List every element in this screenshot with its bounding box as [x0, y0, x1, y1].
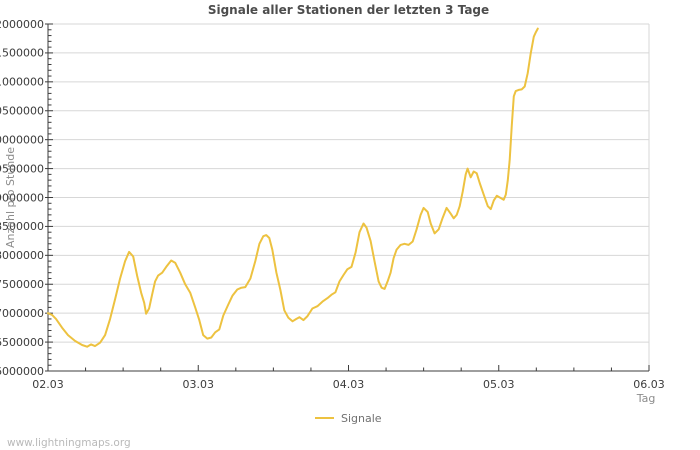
y-tick-label: 6000000 [0, 365, 44, 378]
y-tick-label: 10500000 [0, 105, 44, 118]
x-tick-label: 02.03 [32, 378, 64, 391]
y-tick-label: 12000000 [0, 18, 44, 31]
legend: Signale [315, 412, 382, 425]
y-tick-label: 11000000 [0, 76, 44, 89]
y-tick-label: 9500000 [0, 162, 44, 175]
y-tick-label: 8000000 [0, 249, 44, 262]
y-tick-label: 9000000 [0, 191, 44, 204]
chart-title: Signale aller Stationen der letzten 3 Ta… [208, 3, 489, 17]
series-line-signale [47, 27, 539, 348]
y-tick-label: 6500000 [0, 336, 44, 349]
x-axis-title: Tag [636, 392, 656, 405]
y-tick-label: 7000000 [0, 307, 44, 320]
y-tick-label: 7500000 [0, 278, 44, 291]
watermark: www.lightningmaps.org [7, 437, 131, 449]
x-tick-label: 05.03 [483, 378, 515, 391]
x-tick-label: 06.03 [633, 378, 665, 391]
x-tick-label: 04.03 [333, 378, 365, 391]
y-axis-title: Anzahl pro Stunde [4, 147, 17, 248]
y-tick-label: 10000000 [0, 133, 44, 146]
plot-area: 6000000 6500000 7000000 7500000 8000000 85000… [0, 18, 665, 391]
y-tick-label: 8500000 [0, 220, 44, 233]
x-tick-label: 03.03 [183, 378, 215, 391]
legend-label: Signale [341, 412, 382, 425]
y-tick-label: 11500000 [0, 47, 44, 60]
